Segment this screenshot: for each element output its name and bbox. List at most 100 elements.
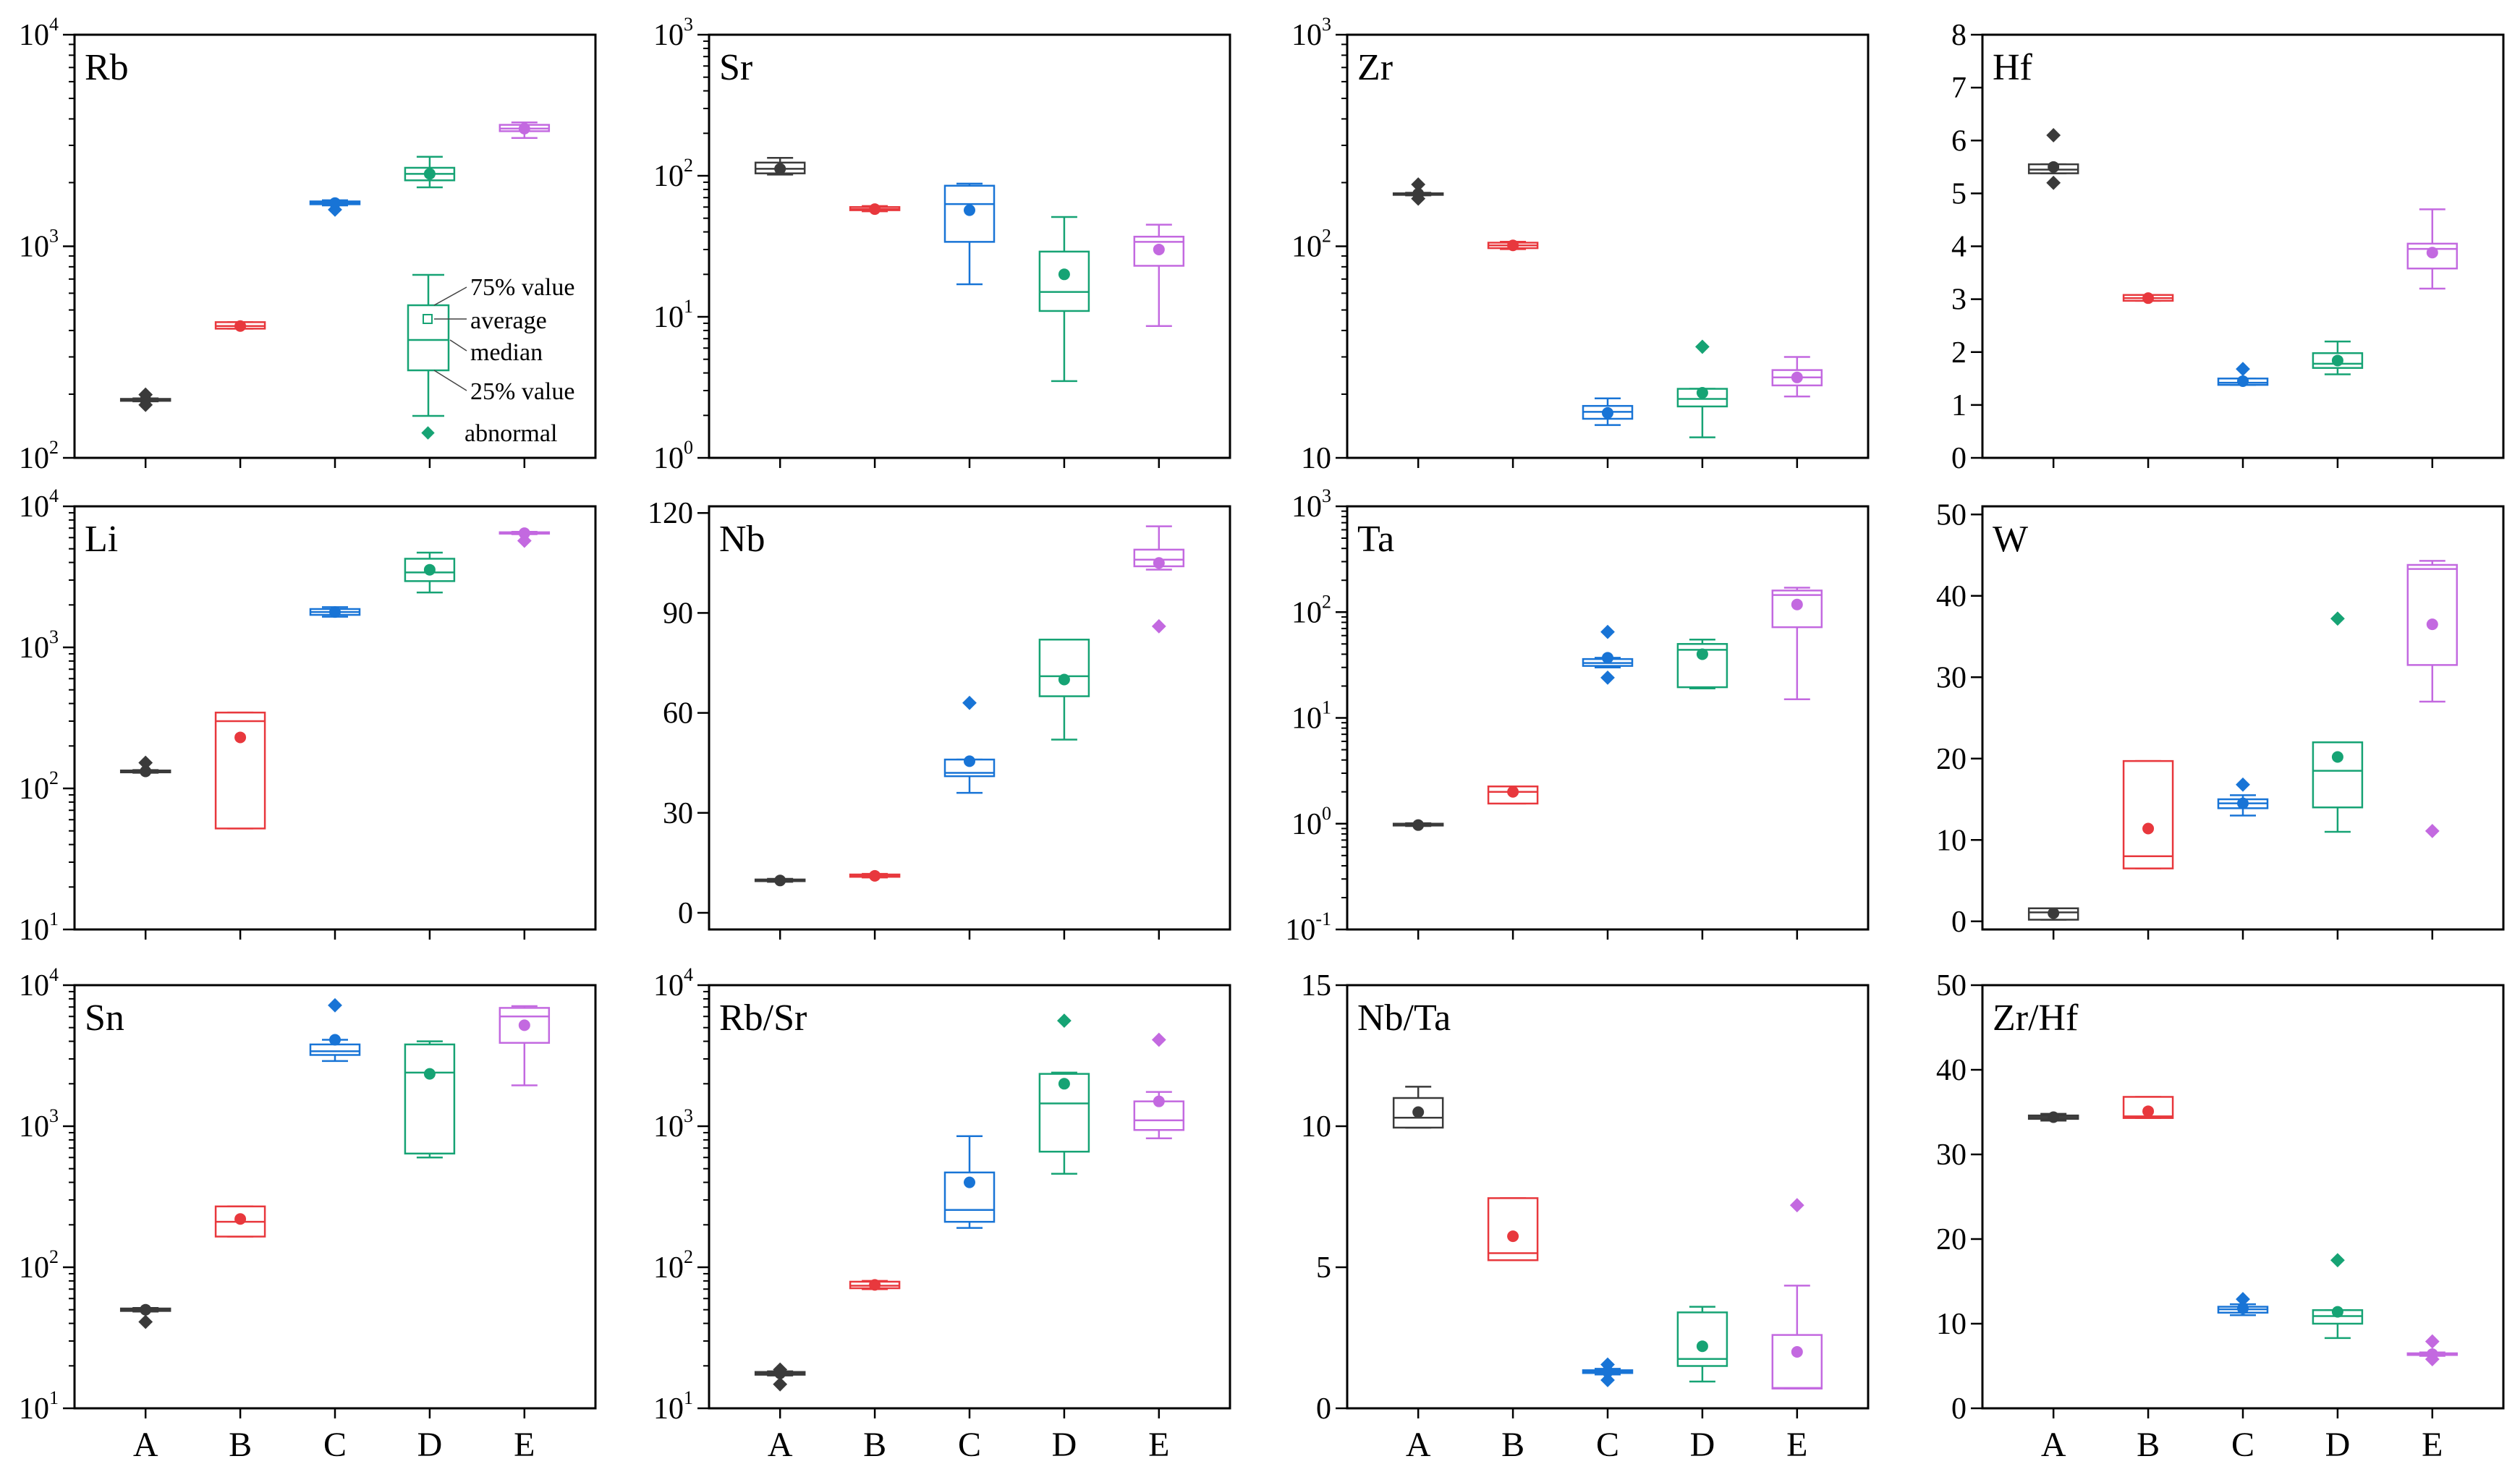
- box-b: [2122, 759, 2174, 869]
- y-tick-exponent: 4: [684, 964, 693, 985]
- legend-leader-median: [449, 339, 467, 352]
- y-tick-exponent: 3: [1322, 485, 1331, 506]
- x-tick-label: E: [2422, 1426, 2443, 1464]
- y-tick-exponent: 1: [49, 1387, 59, 1408]
- y-tick-label: 0: [1951, 442, 1967, 475]
- outlier-marker: [2330, 611, 2345, 626]
- box-c: [2217, 777, 2269, 817]
- mean-marker: [1602, 652, 1613, 664]
- outlier-marker: [773, 1376, 788, 1392]
- outlier-marker: [328, 997, 342, 1013]
- outlier-marker: [962, 695, 977, 710]
- y-tick-exponent: 2: [1322, 591, 1331, 612]
- panels: 102103104Rb100101102103Sr10102103Zr01234…: [19, 14, 2505, 1464]
- x-tick-label: E: [514, 1426, 535, 1464]
- legend-leader-25: [433, 370, 467, 391]
- mean-marker: [423, 1068, 436, 1080]
- panel-title-rb-sr: Rb/Sr: [719, 997, 807, 1039]
- box-c: [309, 606, 361, 618]
- mean-marker: [1507, 1230, 1519, 1243]
- box-c: [943, 695, 996, 794]
- panel-w: 0 10 20 30 40 50 W: [1936, 498, 2505, 940]
- mean-marker: [2048, 161, 2060, 173]
- y-tick-label: 30: [1936, 661, 1967, 694]
- box-e: [2406, 560, 2459, 838]
- y-tick-label: 103: [1291, 14, 1331, 52]
- panel-title-w: W: [1993, 519, 2028, 560]
- y-tick-label: 30: [1936, 1139, 1967, 1172]
- y-tick-label: 10: [1301, 442, 1331, 475]
- mean-marker: [869, 1279, 881, 1291]
- box-d: [404, 1040, 456, 1159]
- outlier-marker: [1057, 1013, 1072, 1029]
- y-tick-label: 100: [653, 437, 693, 475]
- y-tick-label: 0: [678, 897, 693, 930]
- outlier-marker: [1600, 1357, 1615, 1372]
- y-tick-label: 0: [1316, 1392, 1331, 1426]
- y-tick-exponent: 3: [49, 626, 59, 647]
- y-tick-exponent: 3: [684, 14, 693, 35]
- y-tick-label: 101: [19, 1387, 59, 1426]
- box-a: [754, 1362, 806, 1392]
- outlier-marker: [138, 1314, 153, 1329]
- y-tick-exponent: 2: [684, 155, 693, 176]
- outlier-marker: [2330, 1253, 2345, 1268]
- outlier-marker: [1695, 339, 1710, 354]
- y-tick-label: 50: [1936, 969, 1967, 1003]
- box-b: [214, 1205, 266, 1238]
- box-b: [1487, 785, 1539, 805]
- panel-title-ta: Ta: [1357, 519, 1394, 560]
- mean-marker: [964, 755, 975, 767]
- box-a: [754, 874, 806, 887]
- mean-marker: [1153, 243, 1165, 255]
- y-tick-label: 101: [1291, 697, 1331, 736]
- panel-rb-sr: 101 102 103 104 Rb/Sr A B C D E: [653, 964, 1231, 1464]
- box-d: [1676, 339, 1728, 438]
- y-tick-label: 102: [19, 767, 59, 806]
- y-tick-exponent: 2: [1322, 226, 1331, 247]
- panel-zr-hf: 0 10 20 30 40 50 Zr/Hf A B C D E: [1936, 969, 2505, 1464]
- box-b: [849, 869, 901, 882]
- y-tick-label: 102: [1291, 226, 1331, 264]
- mean-marker: [518, 527, 530, 540]
- box-a: [1392, 177, 1444, 206]
- box-b: [849, 1279, 901, 1291]
- x-tick-label: D: [1052, 1426, 1077, 1464]
- mean-marker: [1507, 239, 1519, 252]
- box-b: [214, 711, 266, 830]
- legend-leader-75: [433, 286, 467, 306]
- iqr-box: [1771, 1334, 1823, 1389]
- y-tick-label: 60: [663, 697, 693, 731]
- mean-marker: [1412, 1106, 1425, 1118]
- y-tick-label: 103: [653, 14, 693, 52]
- box-c: [943, 182, 996, 286]
- x-tick-label: B: [1501, 1426, 1524, 1464]
- mean-marker: [234, 731, 247, 744]
- y-tick-exponent: 4: [49, 485, 59, 506]
- outlier-marker: [1600, 624, 1615, 639]
- y-tick-label: 50: [1936, 498, 1967, 532]
- outlier-marker: [1600, 1373, 1615, 1387]
- y-tick-exponent: 1: [684, 1387, 693, 1408]
- box-a: [1392, 819, 1444, 831]
- mean-marker: [1153, 1095, 1165, 1107]
- outlier-marker: [1600, 670, 1615, 685]
- y-tick-label: 102: [19, 1246, 59, 1285]
- panel-frame: [1981, 984, 2505, 1410]
- mean-marker: [1058, 1078, 1070, 1090]
- y-tick-label: 103: [653, 1105, 693, 1144]
- y-tick-exponent: 1: [49, 908, 59, 929]
- y-tick-label: 40: [1936, 1054, 1967, 1087]
- iqr-box: [1038, 250, 1090, 312]
- y-tick-label: 101: [653, 1387, 693, 1426]
- y-tick-label: 104: [19, 964, 59, 1003]
- mean-marker: [2331, 1306, 2343, 1318]
- mean-marker: [1058, 673, 1070, 686]
- panel-title-rb: Rb: [85, 47, 129, 88]
- x-tick-label: E: [1786, 1426, 1807, 1464]
- mean-marker: [869, 203, 881, 216]
- mean-marker: [2237, 797, 2249, 809]
- box-e: [1133, 224, 1185, 328]
